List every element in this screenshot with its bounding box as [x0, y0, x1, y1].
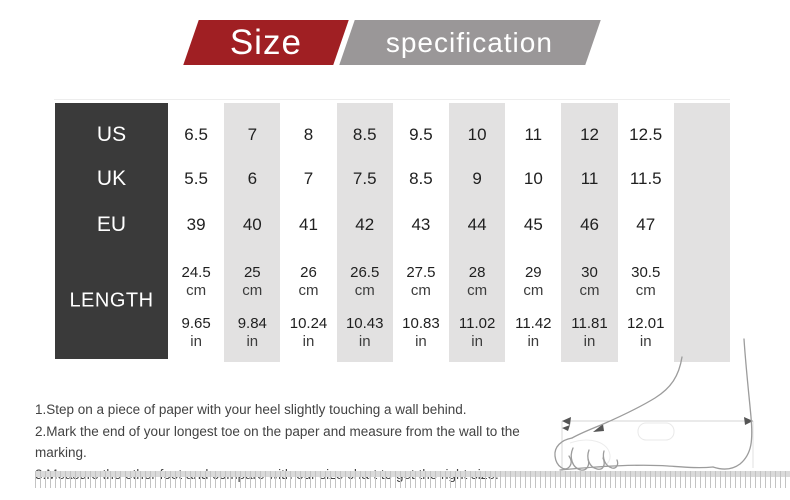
header-banner: Size specification	[183, 20, 601, 65]
table-top-divider	[54, 99, 730, 100]
size-column: 8.5 7.5 42 26.5 cm 10.43 in	[336, 103, 393, 362]
size-column	[673, 103, 731, 362]
us-size-value: 10	[467, 125, 487, 144]
length-in-value: 11.42 in	[515, 315, 552, 350]
eu-size-value: 44	[467, 215, 487, 234]
length-in-value: 10.83 in	[402, 315, 440, 350]
instruction-step-2: 2.Mark the end of your longest toe on th…	[35, 423, 520, 461]
size-column: 10 9 44 28 cm 11.02 in	[449, 103, 506, 362]
length-in-value: 12.01 in	[626, 315, 665, 350]
foot-measure-diagram	[554, 338, 754, 471]
instruction-step-1: 1.Step on a piece of paper with your hee…	[35, 402, 467, 417]
size-column: 12 11 46 30 cm 11.81 in	[561, 103, 618, 362]
uk-size-value: 8.5	[409, 169, 433, 188]
length-in-value: 10.43 in	[345, 315, 384, 350]
us-size-value: 7	[247, 125, 258, 144]
row-label-uk: UK	[96, 167, 127, 190]
eu-size-value: 46	[580, 215, 599, 234]
length-cm-value: 24.5 cm	[181, 264, 211, 299]
length-in-value: 9.84 in	[237, 315, 267, 350]
subtitle-parallelogram: specification	[339, 20, 601, 65]
us-size-value: 8	[303, 125, 314, 144]
title-parallelogram: Size	[183, 20, 349, 65]
size-columns: 6.5 5.5 39 24.5 cm 9.65 in 7 6 40 25 cm 9.8…	[168, 103, 731, 362]
length-cm-value: 25 cm	[242, 264, 263, 299]
eu-size-value: 43	[411, 215, 431, 234]
eu-size-value: 39	[186, 215, 206, 234]
size-column: 7 6 40 25 cm 9.84 in	[224, 103, 281, 362]
eu-size-value: 41	[299, 215, 318, 234]
page-subtitle: specification	[386, 26, 554, 58]
uk-size-value: 10	[523, 169, 543, 188]
length-in-value: 11.81 in	[571, 315, 608, 350]
eu-size-value: 47	[636, 215, 656, 234]
length-cm-value: 29 cm	[523, 264, 544, 299]
length-cm-value: 26 cm	[298, 264, 319, 299]
us-size-value: 12	[580, 125, 599, 144]
us-size-value: 6.5	[184, 125, 208, 144]
row-label-eu: EU	[96, 213, 127, 236]
size-column: 8 7 41 26 cm 10.24 in	[280, 103, 336, 362]
size-column: 6.5 5.5 39 24.5 cm 9.65 in	[168, 103, 224, 362]
length-cm-value: 26.5 cm	[350, 264, 380, 299]
uk-size-value: 6	[247, 169, 258, 188]
length-in-value: 9.65 in	[181, 315, 211, 350]
uk-size-value: 11	[580, 169, 599, 188]
length-cm-value: 28 cm	[467, 264, 488, 299]
uk-size-value: 5.5	[184, 169, 208, 188]
size-column: 9.5 8.5 43 27.5 cm 10.83 in	[393, 103, 449, 362]
row-label-length: LENGTH	[69, 289, 154, 312]
length-in-value: 10.24 in	[289, 315, 328, 350]
us-size-value: 8.5	[352, 125, 377, 144]
us-size-value: 9.5	[409, 125, 433, 144]
uk-size-value: 11.5	[629, 169, 662, 188]
us-size-value: 12.5	[629, 125, 663, 144]
page-title: Size	[229, 22, 303, 62]
length-cm-value: 30.5 cm	[631, 264, 661, 299]
foot-side-outline-icon	[540, 335, 790, 483]
length-cm-value: 27.5 cm	[406, 264, 436, 299]
us-size-value: 11	[524, 125, 543, 144]
eu-size-value: 45	[523, 215, 543, 234]
size-column: 11 10 45 29 cm 11.42 in	[505, 103, 561, 362]
length-cm-value: 30 cm	[579, 264, 600, 299]
uk-size-value: 7.5	[352, 169, 377, 188]
length-in-value: 11.02 in	[458, 315, 496, 350]
size-column: 12.5 11.5 47 30.5 cm 12.01 in	[618, 103, 674, 362]
eu-size-value: 40	[242, 215, 262, 234]
row-label-us: US	[96, 123, 127, 146]
ruler-ticks	[35, 471, 790, 488]
uk-size-value: 9	[472, 169, 482, 188]
row-label-column: US UK EU LENGTH	[55, 103, 168, 359]
uk-size-value: 7	[303, 169, 314, 188]
eu-size-value: 42	[355, 215, 375, 234]
